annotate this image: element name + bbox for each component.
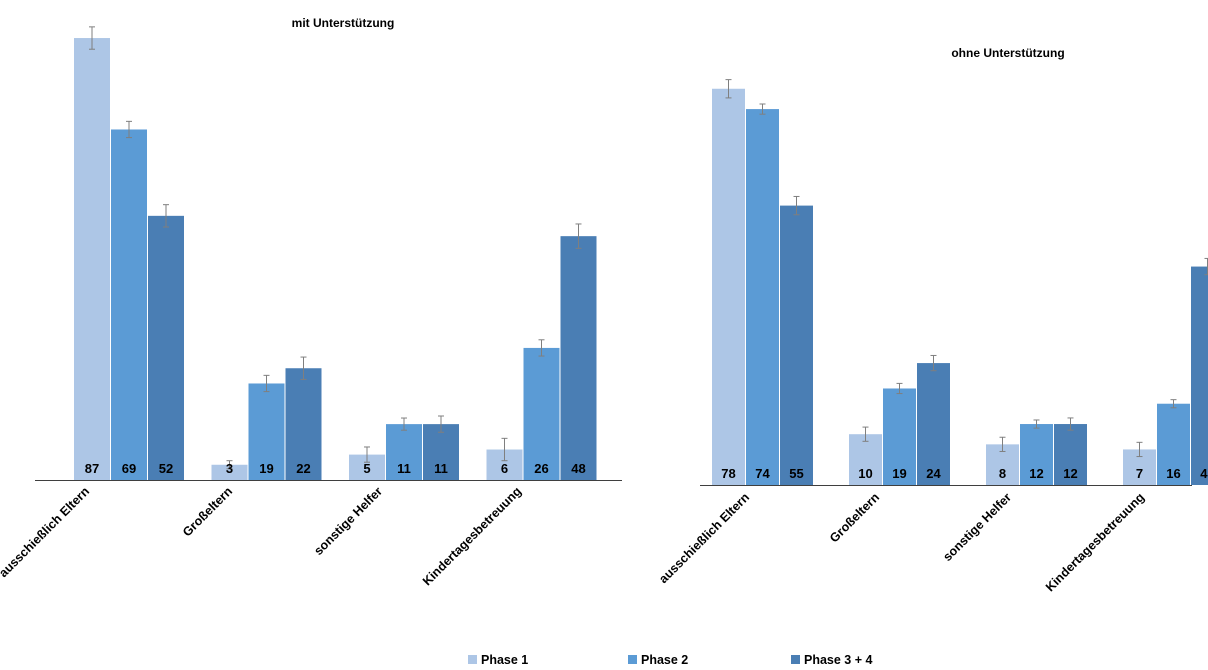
- chart-title: ohne Unterstützung: [951, 46, 1064, 60]
- bar-1-1: [712, 88, 745, 485]
- data-label: 12: [1029, 466, 1043, 481]
- category-label: Großeltern: [827, 490, 882, 545]
- error-bar: [862, 426, 869, 442]
- data-label: 22: [296, 461, 310, 476]
- data-label: 74: [755, 466, 770, 481]
- bar-2-3: [1020, 424, 1053, 485]
- legend-swatch: [791, 655, 800, 664]
- bar-3-2: [917, 363, 950, 485]
- error-bar: [999, 436, 1006, 452]
- data-label: 43: [1200, 466, 1208, 481]
- error-bar: [930, 354, 937, 372]
- error-bar: [896, 382, 903, 395]
- error-bar: [401, 417, 407, 431]
- error-bar: [501, 437, 508, 462]
- chart-title: mit Unterstützung: [292, 16, 395, 30]
- bar-1-2: [211, 464, 248, 480]
- data-label: 3: [226, 461, 233, 476]
- chart-panel-1: mit Unterstützung 87 69 52 ausschießlich Elt…: [0, 16, 622, 588]
- data-label: 26: [534, 461, 548, 476]
- data-label: 69: [122, 461, 136, 476]
- bar-1-2: [849, 434, 882, 485]
- error-bar: [538, 339, 545, 357]
- error-bar: [1136, 441, 1143, 458]
- legend-swatch: [468, 655, 477, 664]
- category-label: ausschießlich Eltern: [0, 484, 92, 580]
- data-label: 6: [501, 461, 508, 476]
- error-bar: [126, 120, 132, 139]
- error-bar: [725, 79, 732, 99]
- category-label: Großeltern: [180, 484, 235, 539]
- error-bar: [163, 204, 169, 228]
- error-bar: [1170, 399, 1177, 409]
- bar-1-1: [74, 38, 110, 480]
- data-label: 19: [892, 466, 906, 481]
- bar-2-1: [746, 109, 779, 485]
- legend-label: Phase 3 + 4: [804, 653, 872, 667]
- data-label: 5: [363, 461, 370, 476]
- error-bar: [793, 195, 800, 216]
- bar-2-3: [386, 424, 422, 480]
- error-bar: [438, 415, 444, 433]
- data-label: 48: [571, 461, 585, 476]
- error-bar: [226, 460, 233, 470]
- data-label: 24: [926, 466, 941, 481]
- category-label: Kindertagesbetreuung: [1043, 490, 1147, 594]
- bar-3-2: [285, 368, 322, 480]
- error-bar: [364, 446, 370, 463]
- error-bar: [759, 103, 766, 115]
- data-label: 8: [999, 466, 1006, 481]
- legend-item: Phase 3 + 4: [791, 653, 872, 667]
- data-label: 16: [1166, 466, 1180, 481]
- error-bar: [89, 26, 95, 50]
- error-bar: [1033, 419, 1040, 429]
- category-label: sonstige Helfer: [940, 490, 1014, 564]
- legend-swatch: [628, 655, 637, 664]
- legend-item: Phase 1: [468, 653, 528, 667]
- data-label: 19: [259, 461, 273, 476]
- error-bar: [575, 223, 582, 249]
- bar-3-1: [148, 215, 184, 480]
- data-label: 11: [434, 461, 448, 476]
- data-label: 11: [397, 461, 411, 476]
- category-label: sonstige Helfer: [311, 484, 385, 558]
- category-label: ausschießlich Eltern: [656, 490, 752, 586]
- data-label: 55: [789, 466, 803, 481]
- error-bar: [300, 356, 307, 380]
- data-label: 78: [721, 466, 735, 481]
- data-label: 52: [159, 461, 173, 476]
- bar-3-4: [1191, 266, 1208, 485]
- data-label: 12: [1063, 466, 1077, 481]
- data-label: 10: [858, 466, 872, 481]
- bar-2-2: [883, 388, 916, 485]
- bar-2-4: [523, 347, 560, 480]
- bar-2-2: [248, 383, 285, 480]
- category-label: Kindertagesbetreuung: [420, 484, 524, 588]
- bar-3-3: [423, 424, 459, 480]
- legend: Phase 1 Phase 2 Phase 3 + 4: [468, 653, 872, 667]
- data-label: 7: [1136, 466, 1143, 481]
- legend-label: Phase 2: [641, 653, 688, 667]
- legend-label: Phase 1: [481, 653, 528, 667]
- bar-3-4: [560, 236, 597, 480]
- error-bar: [263, 374, 270, 393]
- bar-3-1: [780, 205, 813, 485]
- bar-2-4: [1157, 403, 1190, 485]
- bar-2-1: [111, 129, 147, 481]
- bar-3-3: [1054, 424, 1087, 485]
- error-bar: [1067, 417, 1074, 431]
- data-label: 87: [85, 461, 99, 476]
- legend-item: Phase 2: [628, 653, 688, 667]
